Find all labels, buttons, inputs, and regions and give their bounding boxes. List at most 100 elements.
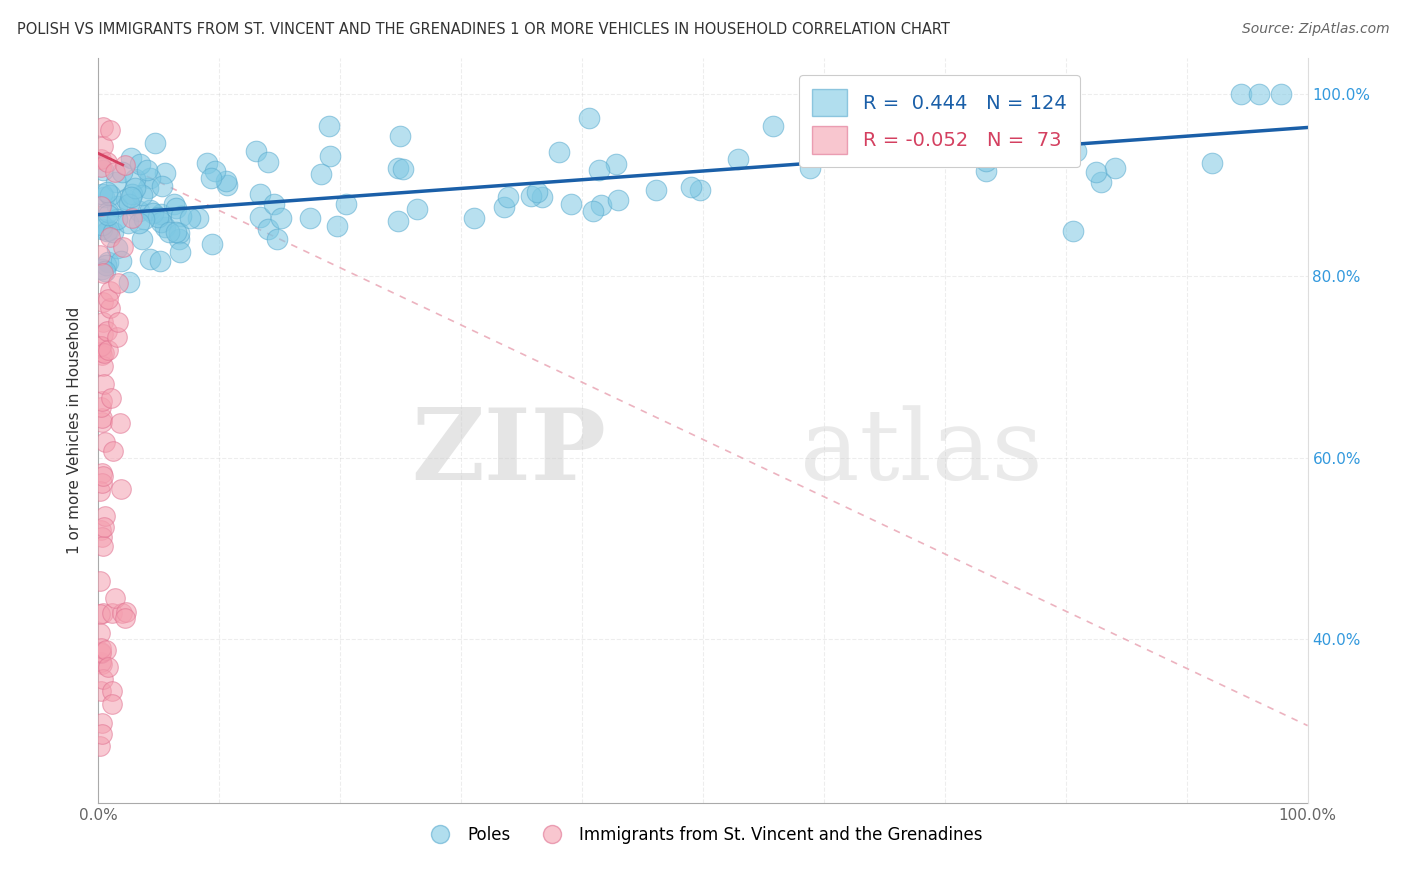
Point: [91, 476, 114, 491]
Point: [98, 301, 121, 315]
Point: [136, 163, 159, 178]
Point: [387, 214, 409, 228]
Point: [121, 211, 143, 225]
Point: [90, 400, 112, 414]
Point: [496, 189, 519, 203]
Point: [110, 416, 132, 430]
Point: [101, 225, 124, 239]
Point: [155, 166, 177, 180]
Point: [120, 151, 142, 165]
Point: [91, 187, 114, 202]
Point: [93, 346, 115, 360]
Point: [110, 482, 132, 496]
Point: [90, 466, 112, 480]
Point: [98, 284, 121, 298]
Point: [89, 739, 111, 753]
Point: [90, 344, 112, 359]
Point: [107, 277, 129, 291]
Point: [94, 642, 117, 657]
Point: [115, 192, 138, 206]
Point: [179, 211, 201, 225]
Point: [91, 672, 114, 686]
Point: [299, 211, 322, 226]
Point: [107, 315, 129, 329]
Point: [1090, 175, 1112, 189]
Point: [762, 119, 785, 133]
Point: [97, 343, 120, 358]
Point: [257, 155, 280, 169]
Point: [118, 275, 141, 289]
Point: [142, 206, 165, 220]
Point: [91, 266, 114, 280]
Point: [107, 241, 129, 255]
Point: [1062, 223, 1084, 237]
Point: [318, 119, 340, 133]
Point: [101, 697, 124, 711]
Point: [727, 153, 749, 167]
Point: [90, 644, 112, 658]
Point: [325, 219, 347, 233]
Point: [91, 222, 114, 236]
Point: [197, 156, 219, 170]
Point: [91, 415, 114, 429]
Point: [591, 198, 613, 212]
Point: [679, 179, 702, 194]
Point: [249, 187, 271, 202]
Point: [799, 161, 821, 176]
Point: [117, 216, 139, 230]
Point: [1201, 156, 1223, 170]
Point: [526, 185, 548, 199]
Point: [91, 411, 114, 425]
Point: [132, 212, 155, 227]
Point: [215, 174, 238, 188]
Point: [114, 611, 136, 625]
Point: [98, 222, 121, 236]
Point: [91, 394, 114, 409]
Text: atlas: atlas: [800, 405, 1042, 500]
Point: [98, 229, 121, 244]
Point: [91, 219, 114, 233]
Point: [311, 168, 333, 182]
Point: [588, 163, 610, 178]
Point: [97, 209, 120, 223]
Point: [91, 315, 114, 329]
Point: [111, 606, 134, 620]
Text: ZIP: ZIP: [412, 404, 606, 501]
Legend: Poles, Immigrants from St. Vincent and the Grenadines: Poles, Immigrants from St. Vincent and t…: [418, 819, 988, 850]
Point: [689, 183, 711, 197]
Point: [94, 509, 117, 524]
Point: [96, 154, 118, 169]
Point: [1085, 165, 1108, 179]
Point: [645, 183, 668, 197]
Point: [266, 232, 288, 246]
Point: [405, 202, 427, 216]
Point: [96, 324, 118, 338]
Point: [957, 128, 980, 142]
Point: [115, 606, 138, 620]
Point: [204, 164, 226, 178]
Point: [138, 170, 160, 185]
Point: [136, 180, 159, 194]
Point: [90, 339, 112, 353]
Point: [91, 326, 114, 341]
Text: POLISH VS IMMIGRANTS FROM ST. VINCENT AND THE GRENADINES 1 OR MORE VEHICLES IN H: POLISH VS IMMIGRANTS FROM ST. VINCENT AN…: [17, 22, 949, 37]
Point: [157, 225, 180, 239]
Point: [101, 606, 124, 620]
Point: [91, 262, 114, 277]
Point: [245, 145, 267, 159]
Point: [249, 210, 271, 224]
Point: [90, 530, 112, 544]
Point: [148, 210, 170, 224]
Point: [582, 204, 605, 219]
Point: [91, 120, 114, 134]
Point: [121, 187, 143, 202]
Point: [93, 190, 115, 204]
Point: [605, 156, 627, 170]
Point: [97, 254, 120, 268]
Point: [494, 200, 516, 214]
Point: [97, 292, 120, 306]
Point: [90, 646, 112, 660]
Point: [104, 175, 127, 189]
Point: [163, 197, 186, 211]
Point: [1270, 87, 1292, 102]
